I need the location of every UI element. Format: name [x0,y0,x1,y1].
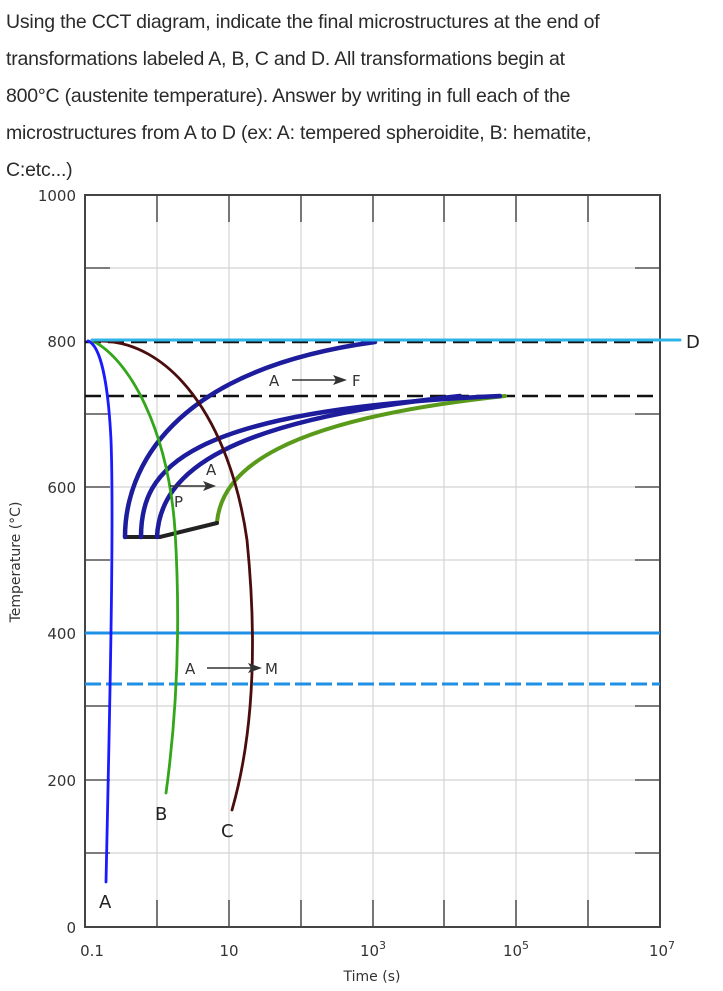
y-tick-600: 600 [47,479,76,497]
curve-label-a: A [99,892,112,913]
x-tick-10-5: 105 [503,939,529,960]
y-tick-1000: 1000 [38,187,76,205]
annot-af-to: F [352,372,361,390]
x-tick-10-3: 103 [360,939,386,960]
arrowhead-af-icon [333,375,347,385]
tick-marks [85,195,660,927]
y-tick-200: 200 [47,772,76,790]
annot-am-to: M [265,660,278,678]
cooling-curve-a [86,339,114,884]
cooling-curves [86,338,682,884]
curve-label-d: D [686,332,700,353]
x-axis-title: Time (s) [343,969,401,985]
y-axis-title: Temperature (°C) [8,502,24,624]
y-tick-400: 400 [47,625,76,643]
pearlite-finish-curve [215,394,507,524]
question-line-3: 800°C (austenite temperature). Answer by… [6,85,571,107]
x-tick-labels: 0.1 10 103 105 107 [80,939,675,960]
annot-pa-from: P [174,493,183,511]
nose-base-line [123,521,219,539]
ferrite-start-curve [122,339,378,540]
arrowhead-pa-icon [203,481,216,491]
cooling-curve-b [91,339,179,795]
y-tick-800: 800 [47,333,76,351]
grid [85,195,660,927]
plot-frame [84,194,661,928]
annot-af-from: A [269,372,280,390]
question-line-4: microstructures from A to D (ex: A: temp… [6,122,592,144]
curve-label-c: C [221,821,234,842]
y-tick-0: 0 [66,919,76,937]
curve-label-b: B [155,804,167,825]
annot-am-from: A [185,660,196,678]
annot-pa-to: A [206,461,217,479]
question-line-2: transformations labeled A, B, C and D. A… [6,48,565,70]
x-tick-10: 10 [219,942,238,960]
question-line-5: C:etc...) [6,159,73,181]
x-tick-0-1: 0.1 [80,942,104,960]
annotations: A F A P A M [170,372,361,678]
x-tick-10-7: 107 [649,939,675,960]
cooling-curve-c [93,339,254,812]
question-line-1: Using the CCT diagram, indicate the fina… [6,11,600,33]
pearlite-mid-curve [154,393,463,540]
arrowhead-am-icon [248,663,262,673]
y-tick-labels: 0 200 400 600 800 1000 [38,187,76,937]
question-text: Using the CCT diagram, indicate the fina… [6,4,722,189]
